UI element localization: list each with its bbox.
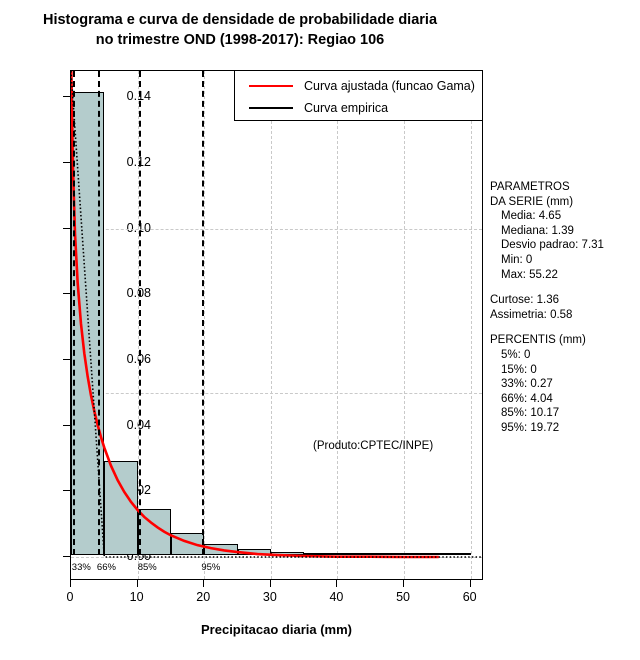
- x-tick-mark: [403, 580, 405, 587]
- histogram-bar: [304, 553, 338, 555]
- histogram-bar: [437, 553, 471, 555]
- plot-area: 33% 66% 85% 95%: [71, 71, 482, 579]
- x-tick-label: 40: [329, 590, 344, 604]
- x-tick-mark: [136, 580, 138, 587]
- y-tick-mark: [63, 424, 70, 426]
- stats-spacer-2: [490, 322, 640, 333]
- statistics-panel: PARAMETROS DA SERIE (mm) Media: 4.65 Med…: [490, 180, 640, 436]
- stats-percentis-heading: PERCENTIS (mm): [490, 334, 586, 347]
- stats-p33: 33%: 0.27: [501, 378, 553, 391]
- percentile-line-66: [97, 71, 100, 555]
- gridline-vertical: [470, 71, 472, 579]
- gridline-horizontal: [71, 392, 482, 394]
- stats-curtose: Curtose: 1.36: [490, 294, 560, 307]
- y-tick-mark: [63, 96, 70, 98]
- stats-spacer-1: [490, 282, 640, 293]
- x-tick-mark: [469, 580, 471, 587]
- x-tick-mark: [336, 580, 338, 587]
- x-tick-mark: [70, 580, 71, 587]
- histogram-bar: [370, 553, 405, 555]
- legend-item: Curva ajustada (funcao Gama): [235, 75, 482, 97]
- gridline-vertical: [337, 71, 339, 579]
- percentile-label-85: 85%: [137, 562, 157, 573]
- x-tick-label: 50: [396, 590, 411, 604]
- stats-assimetria: Assimetria: 0.58: [490, 308, 573, 321]
- fitted-gamma-curve: [71, 71, 439, 559]
- percentile-line-33: [72, 71, 75, 555]
- legend-swatch: [249, 107, 293, 109]
- x-tick-mark: [203, 580, 205, 587]
- gridline-vertical: [404, 71, 406, 579]
- percentile-label-66: 66%: [96, 562, 116, 573]
- stats-p95: 95%: 19.72: [501, 421, 560, 434]
- histogram-bar: [337, 553, 371, 555]
- plot-frame: 33% 66% 85% 95%: [70, 70, 483, 580]
- x-tick-label: 20: [196, 590, 211, 604]
- y-tick-mark: [63, 490, 70, 492]
- percentile-label-95: 95%: [201, 562, 221, 573]
- percentile-line-85: [138, 71, 141, 555]
- y-tick-mark: [63, 161, 70, 163]
- stats-heading-line1: PARAMETROS: [490, 181, 570, 193]
- y-tick-mark: [63, 293, 70, 295]
- x-tick-label: 60: [462, 590, 477, 604]
- chart-title: Histograma e curva de densidade de proba…: [0, 10, 480, 50]
- gridline-vertical: [137, 71, 139, 579]
- stats-p5: 5%: 0: [501, 348, 531, 361]
- stats-p15: 15%: 0: [501, 363, 537, 376]
- histogram-bar: [104, 461, 138, 555]
- percentile-label-33: 33%: [71, 562, 91, 573]
- stats-mediana: Mediana: 1.39: [501, 224, 574, 237]
- x-tick-mark: [269, 580, 271, 587]
- stats-desvio-padrao: Desvio padrao: 7.31: [501, 239, 604, 252]
- x-tick-label: 30: [262, 590, 277, 604]
- y-tick-mark: [63, 358, 70, 360]
- x-tick-label: 0: [66, 590, 74, 604]
- stats-min: Min: 0: [501, 253, 533, 266]
- legend-swatch: [249, 85, 293, 87]
- chart-title-line1: Histograma e curva de densidade de proba…: [42, 12, 438, 28]
- chart-title-line2: no trimestre OND (1998-2017): Regiao 106: [95, 32, 385, 48]
- stats-p66: 66%: 4.04: [501, 392, 553, 405]
- stats-media: Media: 4.65: [501, 210, 562, 223]
- legend-item: Curva empirica: [235, 97, 482, 119]
- gridline-vertical: [204, 71, 206, 579]
- empirical-curve: [71, 71, 482, 558]
- x-tick-label: 10: [129, 590, 144, 604]
- y-tick-mark: [63, 556, 70, 557]
- producer-credit: (Produto:CPTEC/INPE): [313, 440, 434, 452]
- stats-max: Max: 55.22: [501, 268, 558, 281]
- y-tick-mark: [63, 227, 70, 229]
- histogram-bar: [404, 553, 438, 555]
- gridline-horizontal: [71, 228, 482, 230]
- legend-label: Curva empirica: [304, 101, 389, 115]
- legend-label: Curva ajustada (funcao Gama): [304, 79, 475, 93]
- curves-layer: [71, 71, 482, 559]
- stats-p85: 85%: 10.17: [501, 407, 560, 420]
- percentile-line-95: [202, 71, 205, 555]
- chart-legend: Curva ajustada (funcao Gama) Curva empiri…: [234, 70, 483, 121]
- x-axis-label: Precipitacao diaria (mm): [201, 622, 352, 637]
- stats-heading-line2: DA SERIE (mm): [490, 195, 574, 208]
- gridline-vertical: [270, 71, 272, 579]
